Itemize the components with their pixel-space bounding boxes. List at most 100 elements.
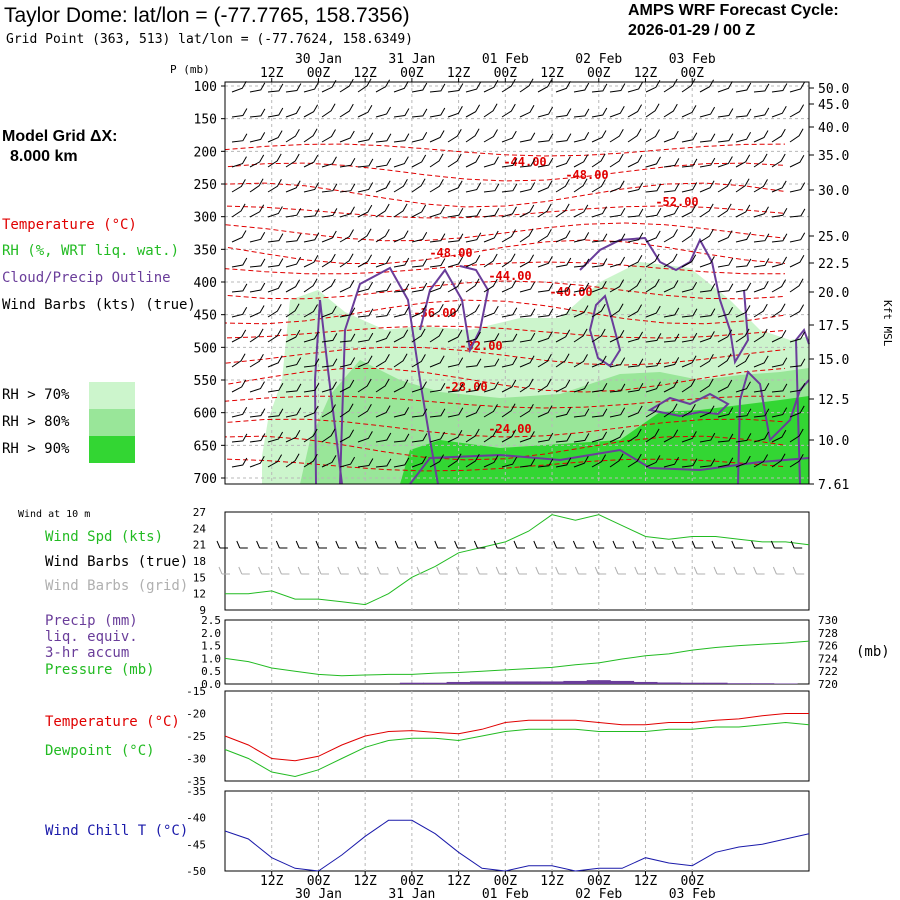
height-tick-label: 22.5 [818,257,849,272]
wind-barb [231,133,248,143]
wind-barb [519,182,536,193]
wind-barb [483,278,498,293]
wind-speed-tick: 27 [193,506,206,519]
temp-panel-grid [271,691,693,781]
wind-barb-true [671,540,684,549]
wind-barb [501,78,516,93]
wind-barb [663,229,678,243]
wind-barb [555,257,572,268]
wind-barb [681,355,697,368]
wind-barb [375,106,392,118]
wind-barb [519,355,535,368]
wind-barb [591,130,607,143]
wind-barb-grid [238,566,250,575]
bottom-time-tick: 00Z [307,874,331,889]
wind-barb [663,206,679,218]
wind-barb [573,232,590,243]
wind-barb [357,308,374,318]
wind-barb [501,253,516,268]
wind-barb [231,230,247,243]
wind-barb [717,353,732,368]
wind-barb [717,203,732,218]
model-grid-label: Model Grid ΔX: [2,128,118,145]
wind-barb [699,308,716,318]
wind-barb [411,282,428,293]
wind-barb [375,133,392,143]
wind-barb [681,105,697,118]
wind-barb [573,178,588,193]
legend-precip: Precip (mm) [45,613,138,629]
wind-barb [519,254,535,268]
wind-barb [699,458,716,468]
wind-barb [357,105,373,118]
temperature-contour [224,395,786,409]
wind-barb [357,254,373,268]
temperature-contours [224,143,786,472]
precip-bar [633,681,658,684]
wind-barb [285,153,300,168]
wind-barb [663,379,679,393]
wind-barb [699,256,715,268]
wind-barb [231,203,246,218]
wind-barb-true [335,540,347,549]
wind-barb [375,180,391,193]
wind-barb [663,130,679,143]
temperature-contour-label: -44.00 [503,155,546,169]
wind-barb [375,378,390,393]
wind-barb [339,253,354,268]
wind-barb [429,233,446,243]
temperature-contour [224,239,786,264]
wind-barb [429,107,446,118]
wind-barb [339,206,355,218]
wind-barb [339,429,355,443]
wind-barb [753,83,770,93]
wind-barb [771,383,788,393]
wind-barb-grid [456,566,468,575]
wind-barb [789,232,806,243]
wind-barb [429,130,445,143]
wind-barb [645,208,662,218]
precip-bar [540,681,565,684]
temperature-tick: -35 [186,775,206,788]
wind-barb [465,358,482,368]
rh-key-80-label: RH > 80% [2,414,70,430]
top-time-tick: 12Z [634,66,658,81]
wind-barb [303,182,320,193]
top-date-tick: 31 Jan [388,52,435,67]
precip-bar [563,680,588,684]
wind-barb [789,358,806,368]
wind-barb [447,453,462,468]
wind-barb [447,407,464,418]
windchill-tick: -45 [186,838,206,851]
wind-barb [681,404,696,418]
wind-barb [465,128,480,143]
temperature-contour-label: -48.00 [429,246,472,260]
pressure-surface-tick: 730 [818,614,838,627]
wind-barb-true [394,540,407,549]
wind-barb [465,154,481,168]
wind-barb [789,405,805,418]
wind-barb [357,204,373,218]
wind-barb [321,103,336,118]
wind-barb [447,233,464,243]
windchill-tick: -40 [186,812,206,825]
wind-barb [267,107,284,118]
wind-barb [537,458,554,468]
wind-barb [663,158,680,168]
wind-barb [411,258,428,268]
wind-barb [735,154,751,168]
wind-barb [393,433,410,443]
bottom-time-tick: 12Z [634,874,658,889]
dewpoint-line [224,721,810,778]
wind-barb [519,431,535,443]
precip-tick: 2.0 [201,627,221,640]
wind-barb [753,107,770,118]
temperature-contour [224,435,786,461]
wind-barb [555,353,570,368]
wind-barb [735,455,751,468]
wind-barb [285,256,302,268]
wind-barb [267,83,284,93]
wind-barb [645,103,660,118]
wind-barb [483,253,498,268]
wind-barb [717,133,734,143]
